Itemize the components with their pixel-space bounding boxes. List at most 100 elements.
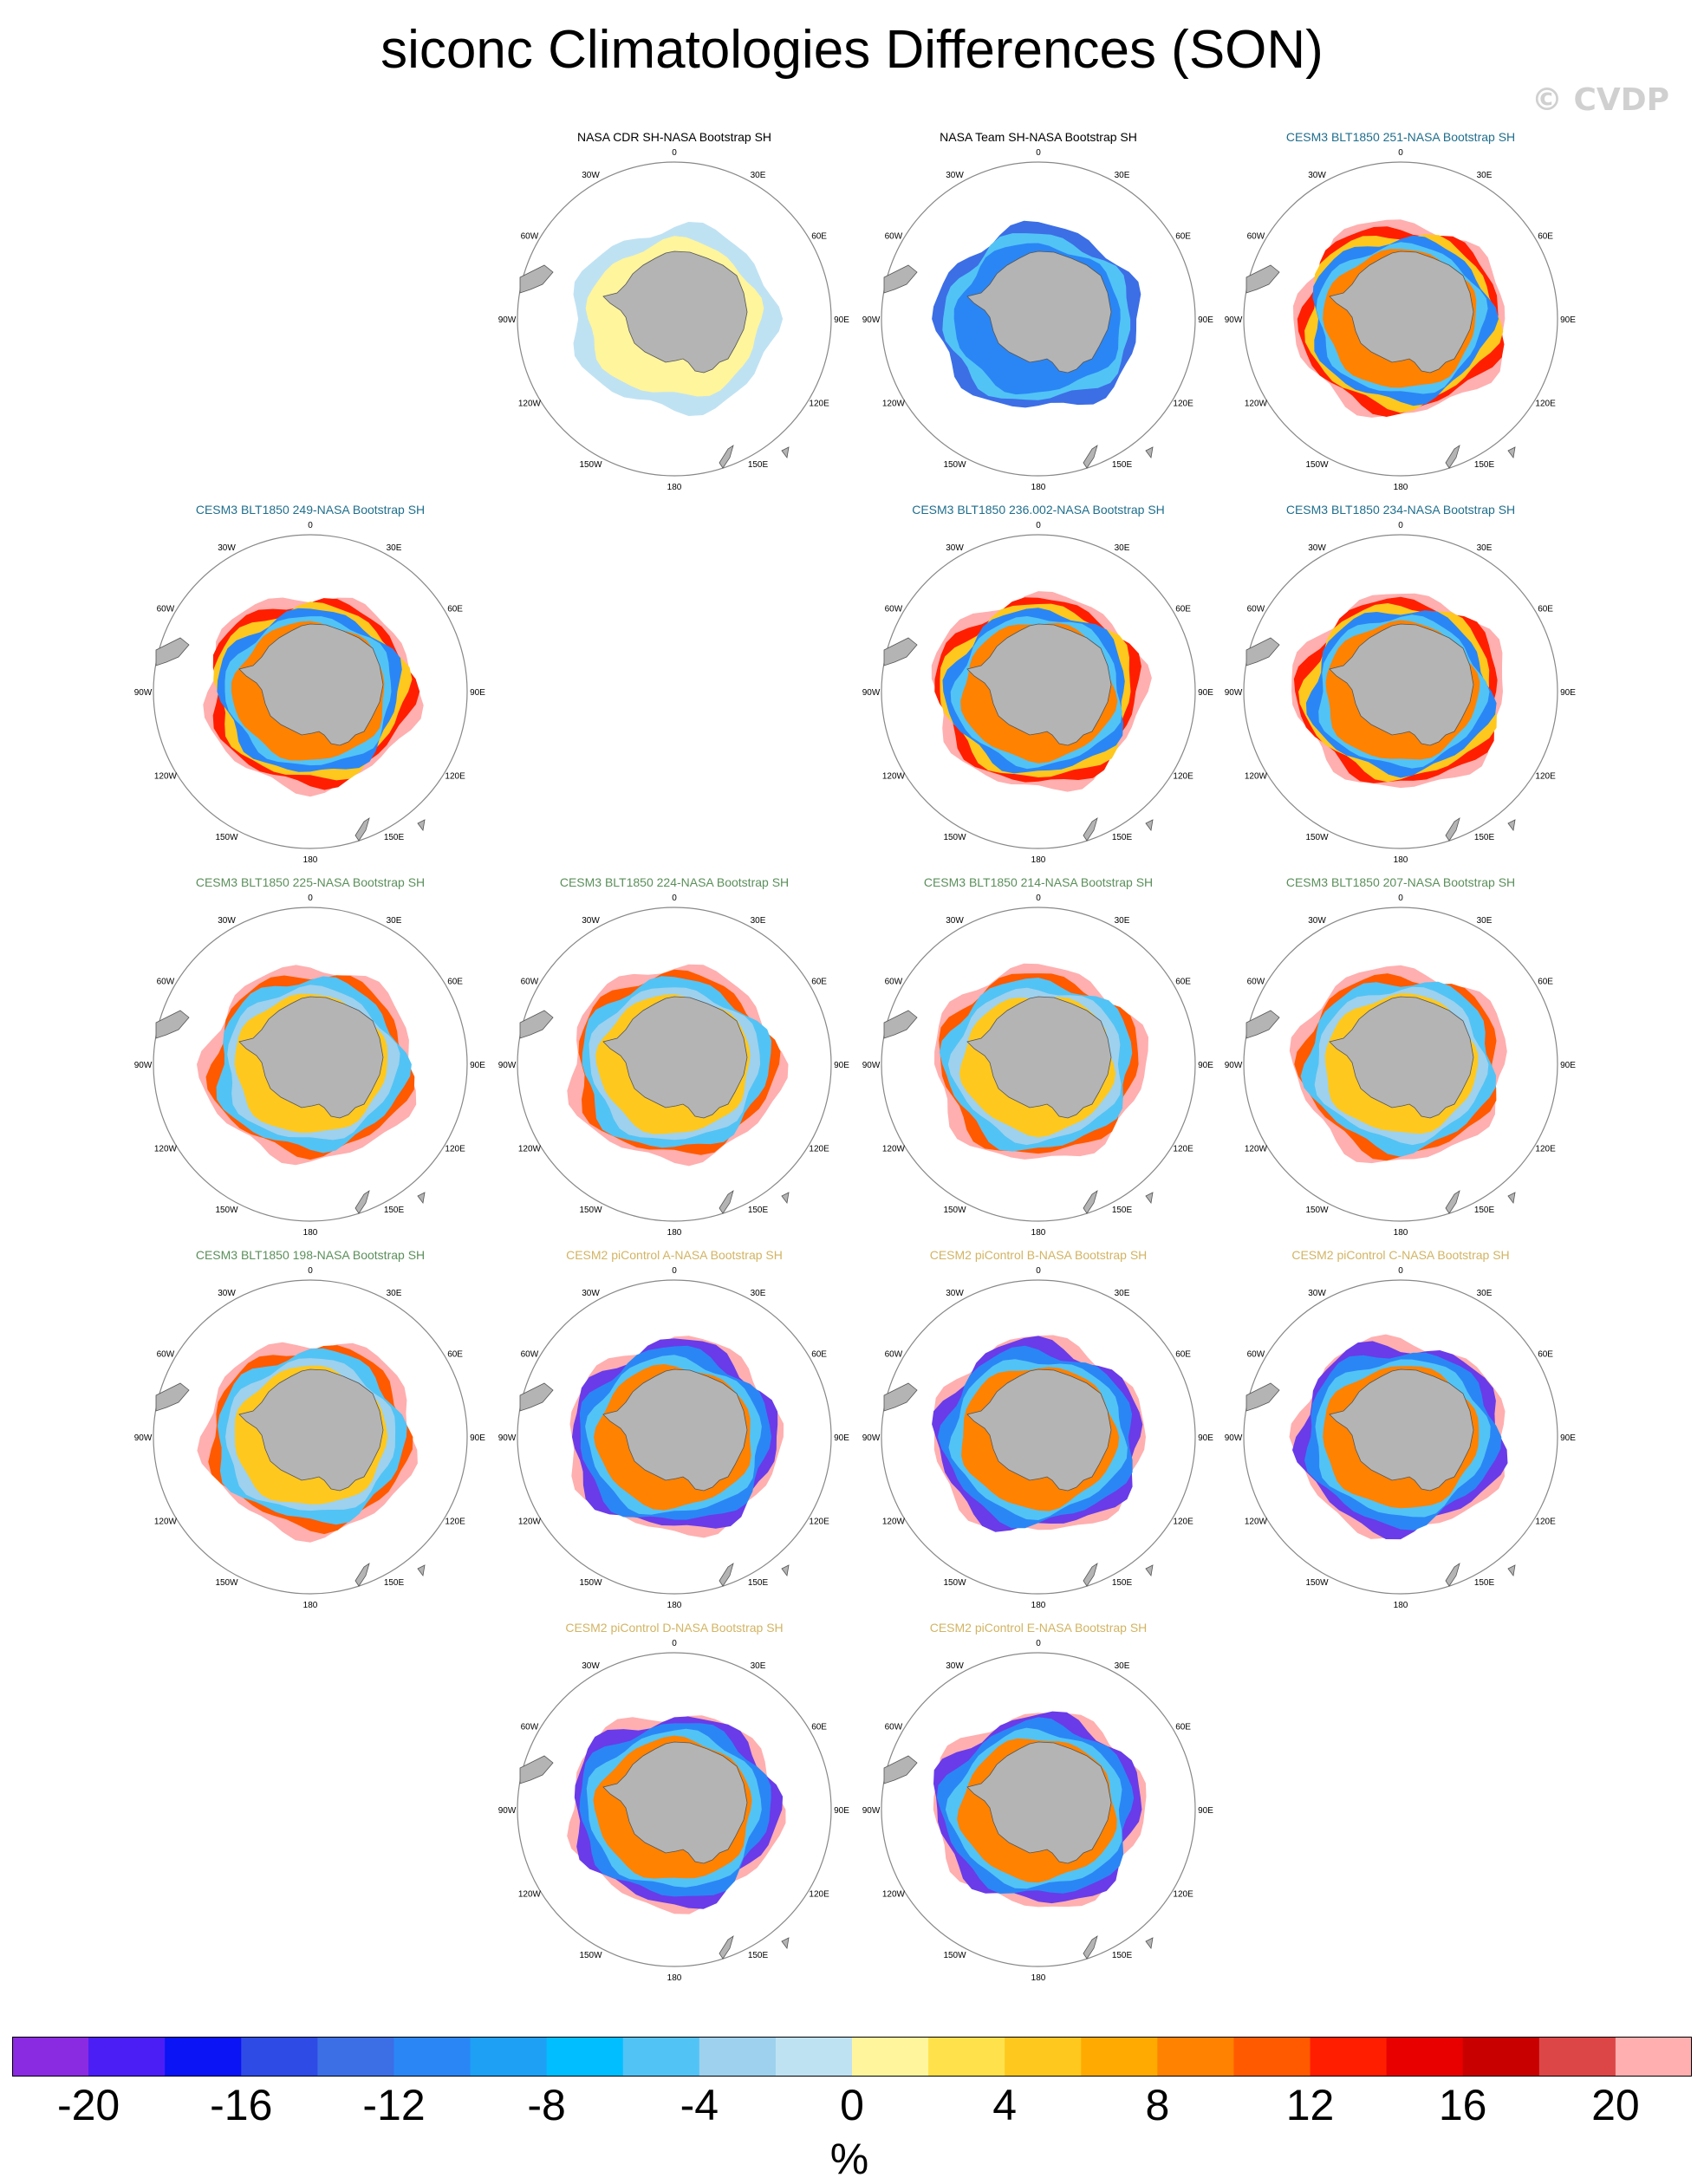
- longitude-label: 90E: [1560, 1061, 1576, 1070]
- longitude-label: 90E: [834, 1806, 849, 1816]
- antarctica-land: [602, 1741, 748, 1864]
- longitude-label: 150W: [943, 1951, 966, 1960]
- south-america-land: [155, 1382, 190, 1412]
- longitude-label: 0: [1036, 894, 1041, 903]
- new-zealand-land: [1083, 1563, 1098, 1587]
- longitude-label: 120W: [882, 1518, 906, 1527]
- colorbar-tick-label: 4: [992, 2081, 1018, 2129]
- colorbar-frame: [12, 2037, 1692, 2077]
- longitude-label: 120W: [1245, 1145, 1268, 1154]
- new-zealand-land: [1445, 1190, 1460, 1214]
- longitude-label: 30E: [387, 543, 402, 553]
- longitude-label: 90E: [834, 1061, 849, 1070]
- tasmania-land: [417, 819, 426, 831]
- longitude-label: 90W: [862, 1433, 881, 1443]
- colorbar-swatch: [1538, 2037, 1616, 2077]
- panel-title: CESM3 BLT1850 234-NASA Bootstrap SH: [1285, 503, 1516, 517]
- tasmania-land: [781, 1192, 790, 1204]
- colorbar-swatch: [1233, 2037, 1311, 2077]
- longitude-label: 30E: [751, 171, 766, 180]
- longitude-label: 30W: [1308, 1289, 1326, 1298]
- longitude-label: 0: [1398, 1266, 1403, 1276]
- longitude-label: 150E: [384, 1206, 405, 1215]
- tasmania-land: [1145, 819, 1154, 831]
- longitude-label: 150E: [1112, 460, 1133, 470]
- longitude-label: 30E: [1115, 543, 1130, 553]
- longitude-label: 90W: [498, 1061, 517, 1070]
- longitude-label: 60W: [885, 978, 903, 987]
- longitude-label: 60W: [1247, 978, 1265, 987]
- panel-title: CESM3 BLT1850 251-NASA Bootstrap SH: [1285, 130, 1516, 144]
- polar-map: 0 30E 60E 90E 120E 150E 180 150W 120W 90W 60W 30W: [498, 1266, 850, 1610]
- polar-map: 0 30E 60E 90E 120E 150E 180 150W 120W 90W 60W 30W: [862, 148, 1214, 492]
- longitude-label: 30E: [1477, 543, 1493, 553]
- colorbar-swatch: [775, 2037, 853, 2077]
- map-panel: CESM2 piControl E-NASA Bootstrap SH 0 30E 6…: [856, 1621, 1220, 1989]
- colorbar-tick-label: -12: [362, 2081, 426, 2129]
- longitude-label: 60E: [811, 232, 827, 242]
- longitude-label: 90E: [834, 315, 849, 325]
- longitude-label: 60W: [885, 232, 903, 242]
- longitude-label: 120E: [809, 1518, 829, 1527]
- colorbar-swatch: [699, 2037, 777, 2077]
- longitude-label: 60E: [1175, 605, 1191, 614]
- longitude-label: 30E: [1115, 916, 1130, 926]
- longitude-label: 90E: [470, 1061, 485, 1070]
- longitude-label: 90E: [470, 1433, 485, 1443]
- south-america-land: [155, 637, 190, 666]
- panel-title: CESM2 piControl D-NASA Bootstrap SH: [565, 1621, 784, 1635]
- longitude-label: 120W: [518, 400, 542, 409]
- antarctica-land: [238, 996, 384, 1119]
- colorbar-swatch: [1462, 2037, 1540, 2077]
- longitude-label: 30E: [1115, 1661, 1130, 1671]
- longitude-label: 60W: [521, 1350, 539, 1360]
- longitude-label: 90W: [498, 315, 517, 325]
- longitude-label: 0: [308, 521, 313, 530]
- watermark: © CVDP: [1531, 82, 1669, 118]
- longitude-label: 0: [308, 894, 313, 903]
- longitude-label: 30E: [751, 1661, 766, 1671]
- antarctica-land: [602, 250, 748, 374]
- longitude-label: 180: [667, 483, 682, 492]
- longitude-label: 180: [667, 1228, 682, 1238]
- map-panel: NASA CDR SH-NASA Bootstrap SH 0 30E 60E 90E 1…: [492, 130, 856, 498]
- longitude-label: 120E: [1535, 772, 1556, 782]
- polar-map: 0 30E 60E 90E 120E 150E 180 150W 120W 90W 60W 30W: [134, 894, 486, 1238]
- tasmania-land: [1507, 446, 1516, 458]
- longitude-label: 30W: [218, 543, 236, 553]
- longitude-label: 150W: [943, 1206, 966, 1215]
- longitude-label: 30W: [946, 916, 964, 926]
- colorbar-swatch: [12, 2037, 89, 2077]
- longitude-label: 90W: [134, 1061, 153, 1070]
- panel-title: CESM3 BLT1850 225-NASA Bootstrap SH: [195, 875, 426, 889]
- longitude-label: 0: [1036, 1639, 1041, 1648]
- polar-map: 0 30E 60E 90E 120E 150E 180 150W 120W 90W 60W 30W: [498, 1639, 850, 1983]
- panel-title: CESM3 BLT1850 207-NASA Bootstrap SH: [1285, 875, 1516, 889]
- new-zealand-land: [1083, 1190, 1098, 1214]
- longitude-label: 150W: [579, 1951, 602, 1960]
- longitude-label: 120E: [1173, 772, 1193, 782]
- longitude-label: 120E: [445, 1145, 465, 1154]
- longitude-label: 150E: [1474, 1206, 1495, 1215]
- antarctica-land: [966, 250, 1112, 374]
- longitude-label: 120W: [1245, 772, 1268, 782]
- longitude-label: 60W: [885, 605, 903, 614]
- longitude-label: 90W: [1225, 688, 1243, 698]
- colorbar-tick-label: -4: [680, 2081, 719, 2129]
- longitude-label: 150E: [748, 1578, 769, 1588]
- longitude-label: 30W: [582, 171, 600, 180]
- panel-title: NASA Team SH-NASA Bootstrap SH: [940, 130, 1137, 144]
- map-panel: CESM3 BLT1850 207-NASA Bootstrap SH 0 30E 6…: [1219, 875, 1583, 1244]
- longitude-label: 150W: [215, 833, 238, 842]
- colorbar-tick-label: -20: [56, 2081, 120, 2129]
- longitude-label: 150W: [579, 460, 602, 470]
- longitude-label: 150E: [1112, 1578, 1133, 1588]
- longitude-label: 150E: [1112, 833, 1133, 842]
- south-america-land: [519, 1755, 554, 1784]
- longitude-label: 120W: [518, 1518, 542, 1527]
- longitude-label: 120E: [809, 1145, 829, 1154]
- longitude-label: 30W: [582, 1289, 600, 1298]
- longitude-label: 150E: [1474, 460, 1495, 470]
- longitude-label: 150W: [1305, 833, 1329, 842]
- longitude-label: 120W: [882, 1890, 906, 1900]
